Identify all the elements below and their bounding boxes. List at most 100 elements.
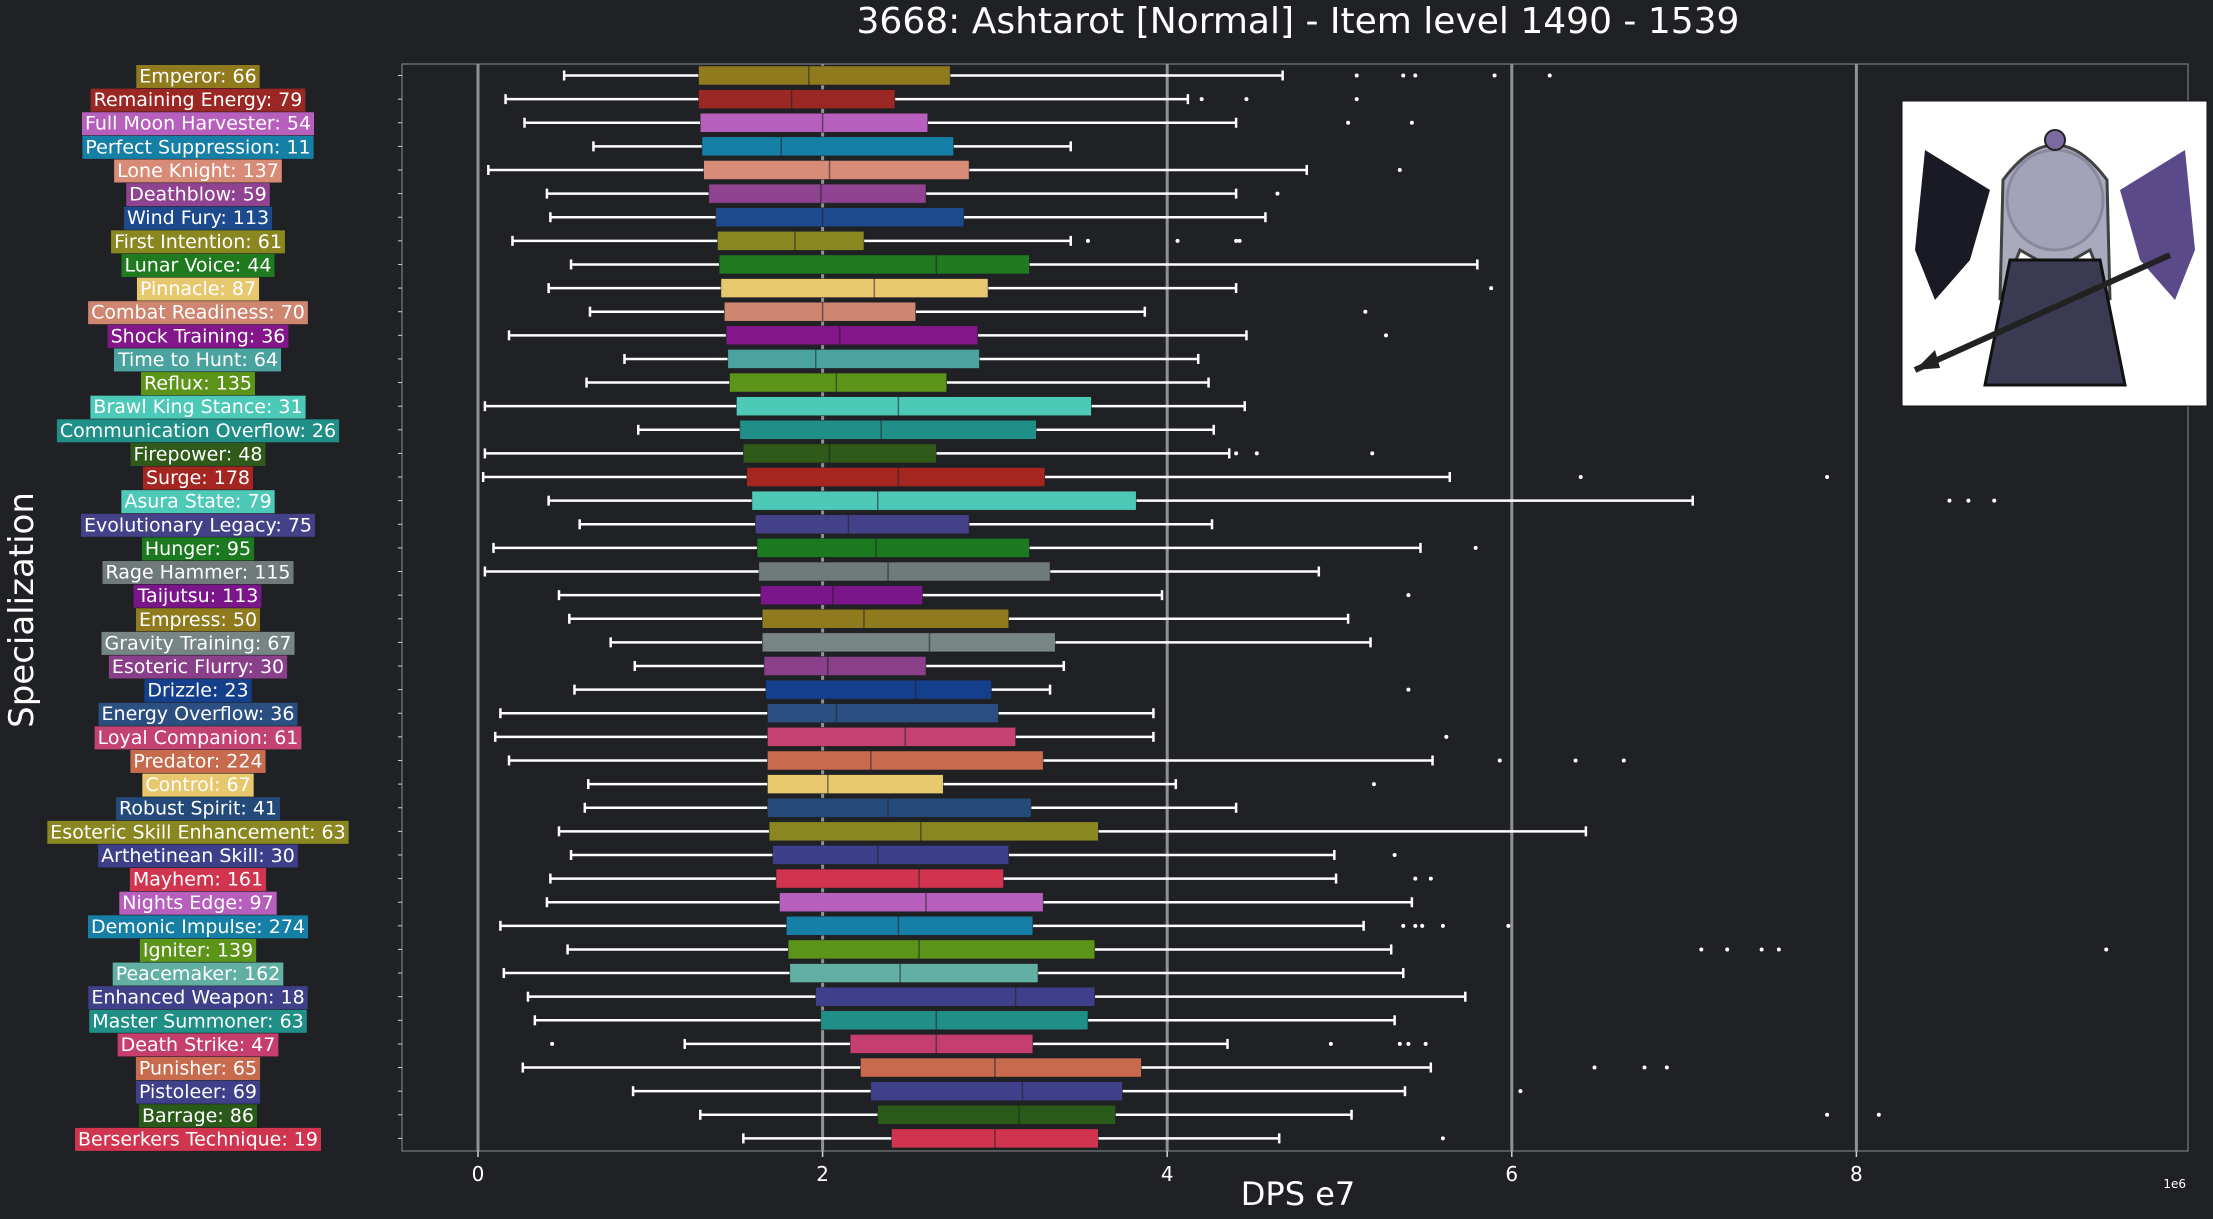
- outlier-point: [1664, 1065, 1669, 1070]
- portrait-spear-tip: [1915, 350, 1940, 370]
- iqr-box: [775, 868, 1004, 889]
- portrait-body: [1983, 258, 2127, 387]
- category-label-7: First Intention: 61: [114, 231, 282, 253]
- category-label-20: Hunger: 95: [145, 538, 251, 560]
- x-tick-label-4: 8: [1850, 1162, 1863, 1186]
- category-label-bg-21: [102, 561, 294, 585]
- iqr-box: [720, 278, 989, 298]
- outlier-point: [1401, 73, 1406, 78]
- left-wing-shape: [1915, 150, 1990, 300]
- x-tick-label-0: 0: [472, 1162, 485, 1186]
- box-row-18: [398, 490, 1997, 511]
- category-label-29: Predator: 224: [133, 750, 262, 772]
- category-label-18: Asura State: 79: [124, 491, 271, 513]
- iqr-box: [789, 963, 1039, 983]
- outlier-point: [1573, 758, 1578, 763]
- category-label-bg-42: [135, 1057, 261, 1081]
- x-tick-label-1: 2: [816, 1162, 829, 1186]
- outlier-point: [1440, 1136, 1445, 1141]
- outlier-point: [1489, 286, 1494, 291]
- category-label-bg-22: [133, 584, 262, 608]
- iqr-box: [725, 325, 978, 346]
- category-label-bg-23: [135, 608, 261, 632]
- outlier-point: [1254, 451, 1259, 456]
- chart-title: 3668: Ashtarot [Normal] - Item level 149…: [857, 1, 1740, 42]
- box-row-9: [398, 278, 1494, 298]
- outlier-point: [1492, 73, 1497, 78]
- category-label-32: Esoteric Skill Enhancement: 63: [50, 821, 345, 843]
- outlier-point: [1506, 923, 1511, 928]
- box-row-6: [398, 207, 1267, 227]
- outlier-point: [1237, 238, 1242, 243]
- category-label-bg-34: [129, 868, 267, 892]
- category-label-bg-19: [81, 513, 315, 537]
- category-label-bg-33: [98, 844, 298, 868]
- category-label-27: Energy Overflow: 36: [102, 703, 295, 725]
- box-row-45: [398, 1128, 1445, 1149]
- iqr-box: [767, 727, 1016, 747]
- iqr-box: [768, 821, 1099, 842]
- outlier-point: [1244, 97, 1249, 102]
- box-row-32: [398, 821, 1588, 842]
- box-row-2: [398, 112, 1414, 133]
- box-row-25: [398, 656, 1066, 676]
- category-label-bg-28: [94, 726, 302, 750]
- outlier-point: [1328, 1041, 1333, 1046]
- category-label-bg-20: [141, 537, 255, 561]
- iqr-box: [743, 443, 937, 464]
- boss-portrait: [1901, 100, 2208, 407]
- outlier-point: [1275, 191, 1280, 196]
- x-axis-label: DPS e7: [1241, 1175, 1355, 1213]
- iqr-box: [820, 1010, 1089, 1031]
- iqr-box: [698, 89, 896, 109]
- outlier-point: [1406, 687, 1411, 692]
- box-row-12: [398, 349, 1200, 369]
- box-row-0: [398, 65, 1552, 86]
- iqr-box: [758, 561, 1051, 582]
- box-row-1: [398, 89, 1359, 109]
- category-label-bg-3: [82, 135, 314, 159]
- iqr-box: [700, 112, 928, 133]
- box-row-34: [398, 868, 1433, 889]
- outlier-point: [1966, 498, 1971, 503]
- category-label-11: Shock Training: 36: [111, 325, 286, 347]
- box-row-30: [398, 774, 1376, 794]
- category-label-2: Full Moon Harvester: 54: [85, 113, 311, 135]
- outlier-point: [1825, 1112, 1830, 1117]
- category-label-bg-14: [90, 395, 306, 419]
- iqr-box: [724, 301, 916, 322]
- box-layer: [398, 65, 2109, 1149]
- iqr-box: [760, 585, 923, 605]
- box-row-40: [398, 1010, 1396, 1031]
- category-label-5: Deathblow: 59: [129, 184, 267, 206]
- category-label-bg-6: [123, 206, 273, 230]
- box-row-31: [398, 797, 1238, 818]
- category-label-bg-9: [136, 277, 260, 301]
- iqr-box: [708, 183, 927, 204]
- iqr-box: [767, 703, 999, 723]
- category-label-bg-31: [115, 797, 281, 821]
- category-label-36: Demonic Impulse: 274: [91, 916, 305, 938]
- outlier-point: [1397, 167, 1402, 172]
- category-label-bg-0: [136, 65, 260, 88]
- iqr-box: [746, 467, 1046, 487]
- box-row-11: [398, 325, 1389, 346]
- category-label-bg-7: [111, 230, 285, 254]
- box-row-16: [398, 443, 1375, 464]
- box-row-39: [398, 986, 1467, 1007]
- category-label-bg-38: [112, 962, 284, 986]
- iqr-box: [715, 207, 965, 227]
- category-label-17: Surge: 178: [146, 467, 250, 489]
- plot-frame: [401, 63, 2189, 1152]
- category-label-4: Lone Knight: 137: [117, 160, 279, 182]
- category-label-14: Brawl King Stance: 31: [93, 396, 302, 418]
- outlier-point: [1234, 451, 1239, 456]
- category-label-21: Rage Hammer: 115: [105, 562, 290, 584]
- outlier-point: [1363, 309, 1368, 314]
- outlier-point: [1578, 475, 1583, 480]
- category-label-bg-16: [130, 442, 266, 466]
- category-label-bg-35: [119, 891, 277, 915]
- outlier-point: [1354, 73, 1359, 78]
- category-label-bg-12: [113, 348, 282, 372]
